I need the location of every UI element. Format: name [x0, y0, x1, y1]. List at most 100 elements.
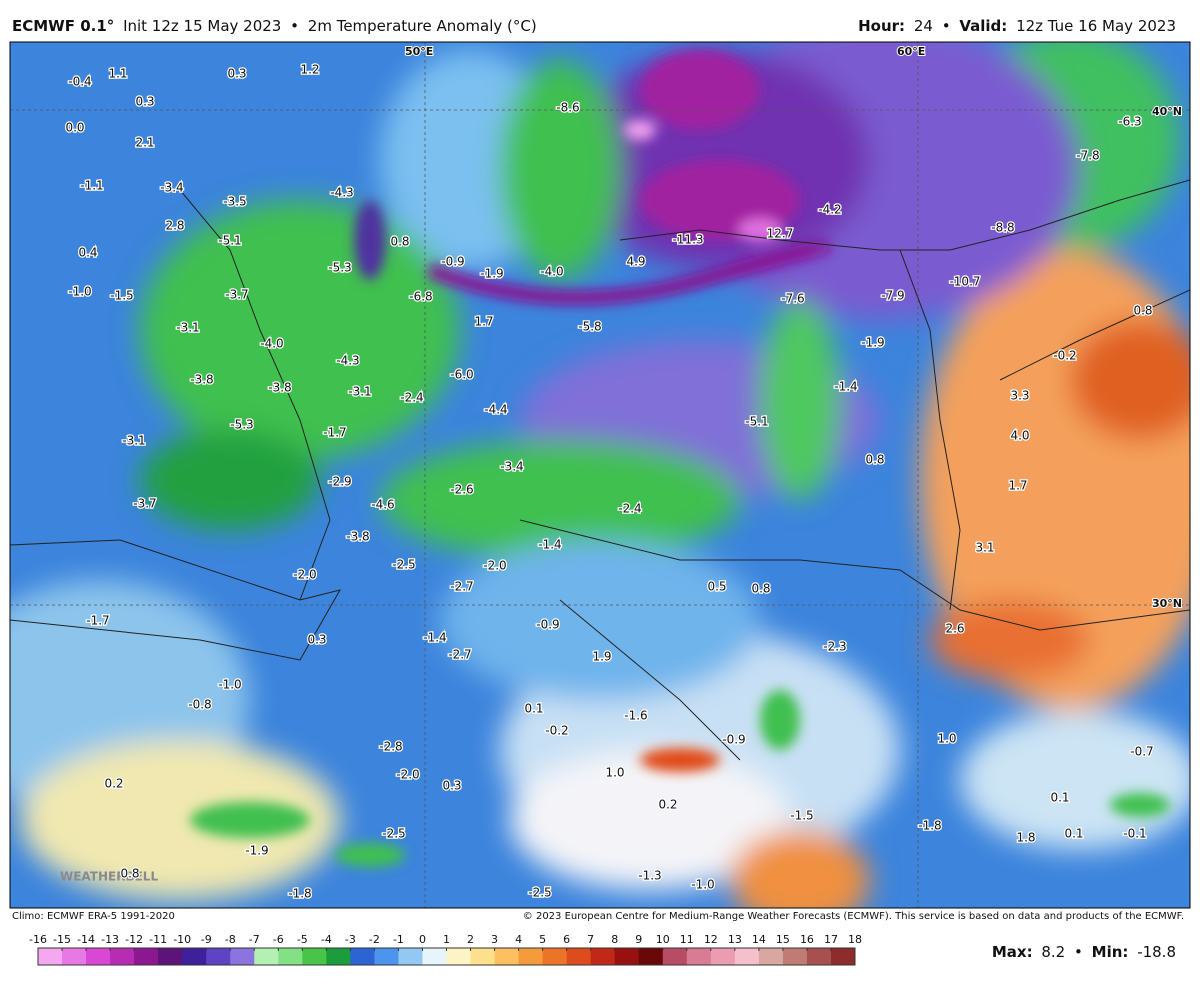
map-value-label: -1.8	[918, 819, 941, 833]
longitude-label: 50°E	[405, 45, 433, 58]
map-value-label: -3.7	[133, 497, 156, 511]
map-value-label: -1.5	[790, 809, 813, 823]
colorbar-segment	[662, 948, 688, 965]
colorbar-tick-label: -3	[345, 933, 356, 946]
map-value-label: -2.5	[392, 558, 415, 572]
map-value-label: 3.3	[1010, 389, 1029, 403]
colorbar-segment	[86, 948, 111, 965]
map-value-label: -0.9	[441, 255, 464, 269]
map-value-label: 1.7	[1008, 479, 1027, 493]
map-value-label: -2.5	[528, 886, 551, 900]
map-value-label: -5.1	[218, 234, 241, 248]
map-value-label: -1.0	[68, 285, 91, 299]
map-value-label: -6.3	[1118, 115, 1141, 129]
colorbar-segment	[62, 948, 87, 965]
map-value-label: -0.2	[1053, 349, 1076, 363]
separator: •	[942, 17, 951, 35]
colorbar-segment	[326, 948, 351, 965]
map-value-label: -3.7	[225, 288, 248, 302]
map-value-label: -7.8	[1076, 149, 1099, 163]
map-value-label: 0.4	[78, 246, 97, 260]
map-value-label: -2.9	[328, 475, 351, 489]
colorbar-tick-label: 0	[419, 933, 426, 946]
colorbar-tick-label: -12	[125, 933, 143, 946]
colorbar-tick-label: 3	[491, 933, 498, 946]
map-value-label: 1.2	[300, 63, 319, 77]
map-value-label: 0.1	[1050, 791, 1069, 805]
map-value-label: -3.4	[160, 181, 183, 195]
map-value-label: -1.0	[691, 878, 714, 892]
colorbar-tick-label: 9	[635, 933, 642, 946]
min-value: -18.8	[1137, 943, 1176, 961]
map-value-label: -1.4	[538, 538, 561, 552]
min-label: Min:	[1092, 943, 1129, 961]
colorbar-segment	[206, 948, 231, 965]
separator: •	[290, 17, 299, 35]
header-title: ECMWF 0.1° Init 12z 15 May 2023 • 2m Tem…	[12, 17, 537, 35]
colorbar-segment	[374, 948, 399, 965]
colorbar-segment	[350, 948, 375, 965]
colorbar-segment	[518, 948, 544, 965]
map-values: -0.4 1.1 0.3 1.2 0.3 0.0 2.1 -1.1 -3.4 -3.5 -4.3 2.…	[64, 61, 1155, 902]
colorbar-tick-label: -9	[201, 933, 212, 946]
colorbar-tick-label: 16	[800, 933, 814, 946]
map-value-label: -5.3	[230, 418, 253, 432]
map-value-label: 0.3	[442, 779, 461, 793]
colorbar-tick-label: 7	[587, 933, 594, 946]
map-value-label: -2.4	[400, 391, 423, 405]
map-value-label: -2.0	[483, 559, 506, 573]
colorbar-tick-label: -13	[101, 933, 119, 946]
map-value-label: -1.4	[423, 631, 446, 645]
max-min: Max: 8.2 • Min: -18.8	[992, 943, 1176, 961]
map-value-label: -1.6	[624, 709, 647, 723]
colorbar-tick-label: -1	[393, 933, 404, 946]
map-value-label: 1.8	[1016, 831, 1035, 845]
colorbar-segment	[302, 948, 327, 965]
map-value-label: 2.8	[165, 219, 184, 233]
colorbar-tick-label: -5	[297, 933, 308, 946]
colorbar-segment	[758, 948, 784, 965]
colorbar-segment	[134, 948, 159, 965]
max-label: Max:	[992, 943, 1033, 961]
colorbar-tick-label: 12	[704, 933, 718, 946]
map-field	[10, 42, 1190, 908]
map-value-label: -2.3	[823, 640, 846, 654]
map-value-label: -3.1	[122, 434, 145, 448]
map-value-label: 0.8	[120, 867, 139, 881]
map-value-label: -8.8	[991, 221, 1014, 235]
map-value-label: 0.3	[227, 67, 246, 81]
map-value-label: -2.5	[382, 827, 405, 841]
map-value-label: -1.1	[80, 179, 103, 193]
colorbar-tick-label: 17	[824, 933, 838, 946]
map-value-label: -2.6	[450, 483, 473, 497]
colorbar-tick-label: 4	[515, 933, 522, 946]
map-value-label: -2.8	[379, 740, 402, 754]
map-value-label: -3.4	[500, 460, 523, 474]
map-value-label: 0.1	[524, 702, 543, 716]
colorbar-segment	[590, 948, 616, 965]
map-value-label: 0.5	[707, 580, 726, 594]
map-value-label: -4.3	[330, 186, 353, 200]
map-value-label: -6.8	[409, 290, 432, 304]
colorbar-tick-label: 15	[776, 933, 790, 946]
map-value-label: -4.0	[540, 265, 563, 279]
map-value-label: -1.5	[110, 289, 133, 303]
colorbar-segment	[686, 948, 712, 965]
colorbar-segment	[734, 948, 760, 965]
map-value-label: -1.0	[218, 678, 241, 692]
borders	[10, 179, 1190, 761]
colorbar-segment	[422, 948, 447, 965]
map-value-label: -0.7	[1130, 745, 1153, 759]
map-value-label: -0.8	[188, 698, 211, 712]
colorbar-tick-label: 8	[611, 933, 618, 946]
map-value-label: -4.4	[484, 403, 507, 417]
map-value-label: 3.1	[975, 541, 994, 555]
map-value-label: 1.9	[592, 650, 611, 664]
map-value-label: 0.8	[390, 235, 409, 249]
map-value-label: 12.7	[767, 227, 794, 241]
map-value-label: -7.9	[881, 289, 904, 303]
colorbar-segment	[806, 948, 832, 965]
colorbar-segment	[566, 948, 592, 965]
colorbar-tick-label: -14	[77, 933, 95, 946]
colorbar-tick-label: 2	[467, 933, 474, 946]
